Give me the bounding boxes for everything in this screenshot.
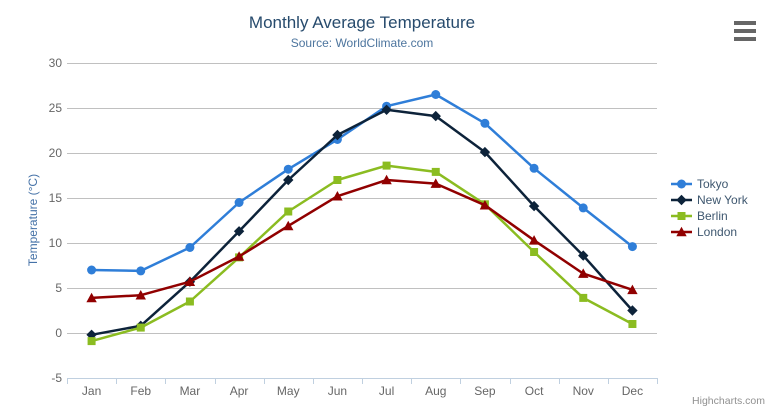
data-point-marker-new-york[interactable]: [578, 250, 589, 261]
data-point-marker-london[interactable]: [332, 191, 343, 201]
x-axis-label-apr: Apr: [229, 384, 249, 398]
data-point-marker-tokyo[interactable]: [136, 266, 146, 276]
data-point-marker-berlin[interactable]: [579, 293, 588, 302]
y-axis-label: 30: [48, 56, 62, 70]
x-axis-label-jun: Jun: [327, 384, 348, 398]
context-menu-button[interactable]: [733, 19, 757, 43]
x-axis-label-aug: Aug: [425, 384, 447, 398]
diamond-marker-icon: [671, 194, 692, 206]
data-point-marker-berlin[interactable]: [284, 207, 293, 216]
square-marker-icon: [671, 212, 692, 220]
data-point-marker-tokyo[interactable]: [185, 243, 195, 252]
legend-item-new-york[interactable]: New York: [671, 192, 748, 208]
legend-item-tokyo[interactable]: Tokyo: [671, 176, 748, 192]
data-point-marker-berlin[interactable]: [431, 167, 440, 176]
data-point-marker-tokyo[interactable]: [431, 90, 441, 99]
x-axis-label-feb: Feb: [130, 384, 152, 398]
legend-item-london[interactable]: London: [671, 224, 748, 240]
x-axis-label-jul: Jul: [378, 384, 395, 398]
data-point-marker-berlin[interactable]: [136, 323, 145, 332]
data-point-marker-berlin[interactable]: [530, 248, 539, 256]
data-point-marker-berlin[interactable]: [382, 161, 391, 170]
legend: Tokyo New York Berlin London: [671, 176, 748, 240]
x-axis-label-nov: Nov: [572, 384, 594, 398]
data-point-marker-tokyo[interactable]: [480, 118, 490, 128]
y-axis-title: Temperature (°C): [26, 173, 40, 267]
series-line-new-york: [91, 108, 634, 337]
circle-marker-icon: [671, 179, 692, 189]
data-point-marker-london[interactable]: [86, 292, 97, 303]
series-line-berlin: [91, 164, 634, 343]
data-point-marker-new-york[interactable]: [233, 226, 245, 237]
data-point-marker-tokyo[interactable]: [234, 198, 244, 207]
data-point-marker-tokyo[interactable]: [283, 164, 293, 174]
data-point-marker-tokyo[interactable]: [87, 265, 97, 275]
legend-item-berlin[interactable]: Berlin: [671, 208, 748, 224]
y-axis-label: 15: [48, 191, 62, 205]
x-axis-label-jan: Jan: [81, 384, 102, 398]
y-axis-label: 5: [55, 281, 62, 295]
y-axis-label: -5: [51, 371, 62, 385]
data-point-marker-berlin[interactable]: [185, 297, 194, 306]
x-axis-label-sep: Sep: [474, 384, 496, 398]
series-new-york: [86, 104, 638, 340]
y-axis-label: 20: [48, 146, 62, 160]
series-line-london: [91, 178, 633, 300]
series-berlin: [87, 161, 637, 346]
data-point-marker-berlin[interactable]: [87, 337, 96, 346]
data-point-marker-london[interactable]: [233, 251, 245, 261]
legend-label: Berlin: [697, 209, 728, 223]
data-point-marker-london[interactable]: [578, 268, 589, 278]
data-point-marker-london[interactable]: [430, 178, 441, 188]
hamburger-icon: [734, 21, 756, 25]
data-point-marker-london[interactable]: [627, 284, 638, 295]
x-axis-label-dec: Dec: [621, 384, 644, 398]
data-point-marker-london[interactable]: [528, 235, 540, 245]
y-axis-label: 25: [48, 101, 62, 115]
data-point-marker-berlin[interactable]: [333, 176, 342, 184]
data-point-marker-new-york[interactable]: [528, 200, 540, 212]
data-point-marker-london[interactable]: [479, 200, 491, 210]
series-london: [86, 174, 638, 303]
data-point-marker-new-york[interactable]: [430, 110, 441, 122]
data-point-marker-tokyo[interactable]: [627, 242, 637, 252]
legend-label: New York: [697, 193, 748, 207]
data-point-marker-new-york[interactable]: [283, 174, 294, 186]
chart-title: Monthly Average Temperature: [248, 13, 476, 32]
x-axis-label-may: May: [276, 384, 300, 398]
data-point-marker-london[interactable]: [184, 276, 196, 287]
data-point-marker-tokyo[interactable]: [578, 203, 588, 213]
data-point-marker-new-york[interactable]: [479, 146, 491, 158]
legend-label: London: [697, 225, 738, 239]
data-point-marker-berlin[interactable]: [628, 320, 637, 328]
data-point-marker-london[interactable]: [381, 174, 392, 185]
legend-label: Tokyo: [697, 177, 729, 191]
data-point-marker-new-york[interactable]: [332, 129, 343, 141]
data-point-marker-london[interactable]: [283, 220, 294, 231]
credits-link[interactable]: Highcharts.com: [692, 395, 765, 407]
chart-subtitle: Source: WorldClimate.com: [290, 36, 434, 50]
x-axis-label-oct: Oct: [524, 384, 544, 398]
y-axis-label: 0: [55, 326, 62, 340]
triangle-marker-icon: [671, 226, 692, 237]
x-axis-label-mar: Mar: [179, 384, 201, 398]
data-point-marker-london[interactable]: [135, 290, 146, 300]
data-point-marker-new-york[interactable]: [381, 104, 392, 115]
series-line-tokyo: [91, 93, 634, 273]
y-axis-label: 10: [48, 236, 62, 250]
data-point-marker-new-york[interactable]: [627, 305, 638, 316]
series-tokyo: [87, 90, 637, 276]
data-point-marker-tokyo[interactable]: [529, 163, 539, 173]
